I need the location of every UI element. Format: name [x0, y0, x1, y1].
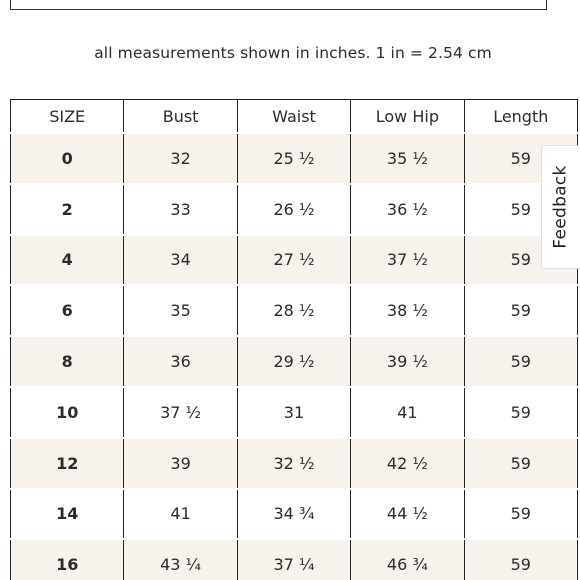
table-row: 14 41 34 ¾ 44 ½ 59	[9, 488, 579, 540]
low-hip-cell: 41	[350, 386, 465, 438]
measurement-note: all measurements shown in inches. 1 in =…	[94, 44, 492, 62]
size-cell: 14	[9, 488, 125, 540]
size-cell: 2	[9, 183, 125, 235]
table-header-row: SIZE Bust Waist Low Hip Length	[9, 99, 579, 133]
table-row: 10 37 ½ 31 41 59	[9, 386, 579, 438]
bust-cell: 33	[123, 183, 238, 235]
waist-cell: 28 ½	[236, 285, 352, 337]
feedback-label: Feedback	[551, 165, 572, 249]
header-size: SIZE	[9, 99, 125, 133]
header-bust: Bust	[123, 99, 238, 133]
header-waist: Waist	[236, 99, 352, 133]
waist-cell: 32 ½	[236, 437, 352, 489]
bust-cell: 36	[123, 336, 238, 387]
bust-cell: 37 ½	[123, 386, 238, 438]
waist-cell: 37 ¼	[236, 539, 352, 580]
length-cell: 59	[463, 488, 579, 540]
feedback-tab[interactable]: Feedback	[541, 145, 580, 269]
table-row: 4 34 27 ½ 37 ½ 59	[9, 234, 579, 286]
length-cell: 59	[463, 285, 579, 337]
waist-cell: 26 ½	[236, 183, 352, 235]
low-hip-cell: 37 ½	[350, 234, 465, 286]
header-low-hip: Low Hip	[350, 99, 465, 133]
low-hip-cell: 35 ½	[350, 133, 465, 184]
size-chart-table: SIZE Bust Waist Low Hip Length 0 32 25 ½…	[9, 99, 579, 580]
table-row: 16 43 ¼ 37 ¼ 46 ¾ 59	[9, 539, 579, 580]
size-cell: 8	[9, 336, 125, 387]
table-row: 6 35 28 ½ 38 ½ 59	[9, 285, 579, 337]
low-hip-cell: 38 ½	[350, 285, 465, 337]
low-hip-cell: 36 ½	[350, 183, 465, 235]
low-hip-cell: 42 ½	[350, 437, 465, 489]
waist-cell: 25 ½	[236, 133, 352, 184]
low-hip-cell: 44 ½	[350, 488, 465, 540]
low-hip-cell: 39 ½	[350, 336, 465, 387]
bust-cell: 32	[123, 133, 238, 184]
size-cell: 4	[9, 234, 125, 286]
table-row: 8 36 29 ½ 39 ½ 59	[9, 336, 579, 387]
header-length: Length	[463, 99, 579, 133]
size-cell: 12	[9, 437, 125, 489]
size-cell: 16	[9, 539, 125, 580]
waist-cell: 34 ¾	[236, 488, 352, 540]
size-cell: 6	[9, 285, 125, 337]
low-hip-cell: 46 ¾	[350, 539, 465, 580]
table-row: 12 39 32 ½ 42 ½ 59	[9, 437, 579, 489]
top-box-outline	[10, 0, 547, 10]
waist-cell: 31	[236, 386, 352, 438]
bust-cell: 34	[123, 234, 238, 286]
table-row: 0 32 25 ½ 35 ½ 59	[9, 133, 579, 184]
bust-cell: 43 ¼	[123, 539, 238, 580]
bust-cell: 35	[123, 285, 238, 337]
length-cell: 59	[463, 539, 579, 580]
length-cell: 59	[463, 437, 579, 489]
table-row: 2 33 26 ½ 36 ½ 59	[9, 183, 579, 235]
waist-cell: 27 ½	[236, 234, 352, 286]
length-cell: 59	[463, 386, 579, 438]
bust-cell: 39	[123, 437, 238, 489]
bust-cell: 41	[123, 488, 238, 540]
length-cell: 59	[463, 336, 579, 387]
size-cell: 0	[9, 133, 125, 184]
waist-cell: 29 ½	[236, 336, 352, 387]
size-cell: 10	[9, 386, 125, 438]
